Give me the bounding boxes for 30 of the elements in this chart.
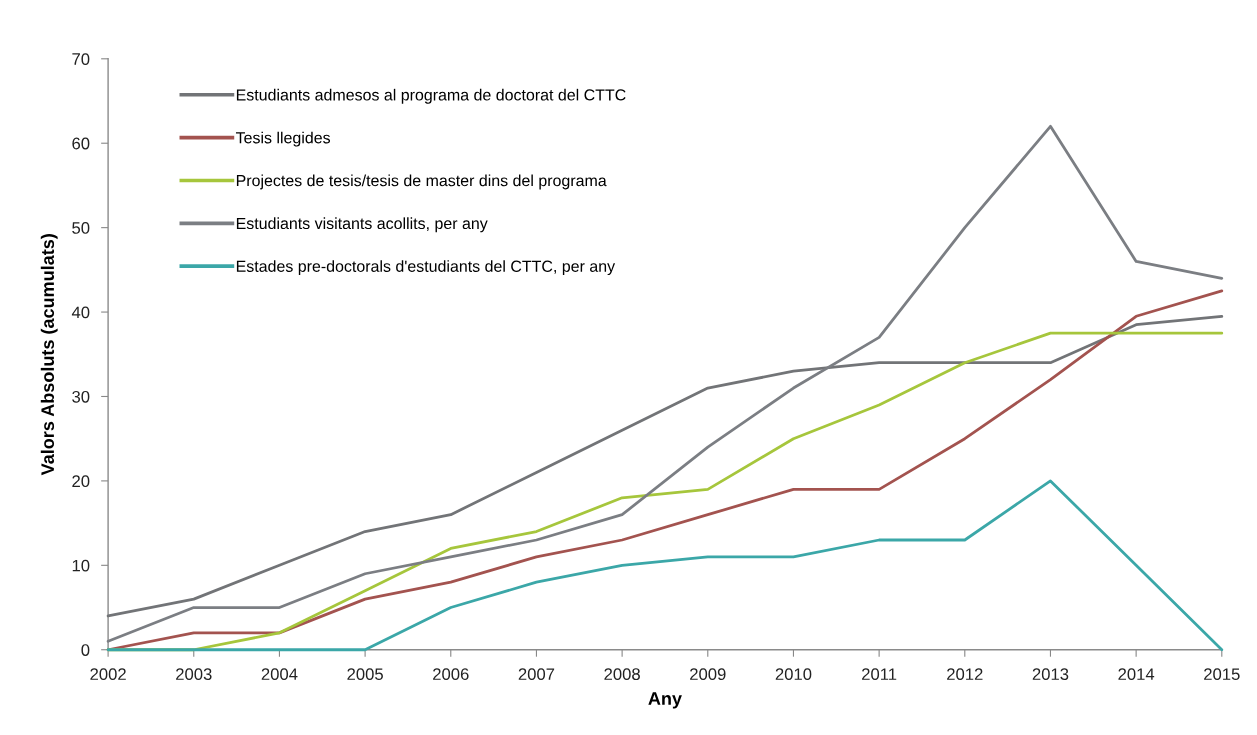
x-axis-title: Any bbox=[648, 692, 682, 709]
x-tick-label: 2005 bbox=[347, 668, 383, 681]
legend-label: Estudiants visitants acollits, per any bbox=[236, 217, 488, 233]
legend-label: Estudiants admesos al programa de doctorat del CTTC bbox=[236, 88, 626, 104]
x-tick-label: 2007 bbox=[518, 668, 555, 681]
y-tick-label: 0 bbox=[81, 644, 90, 656]
legend-label: Projectes de tesis/tesis de master dins del programa bbox=[236, 174, 607, 190]
x-tick-label: 2012 bbox=[947, 668, 983, 681]
x-tick-label: 2011 bbox=[862, 668, 897, 681]
x-tick-label: 2014 bbox=[1118, 668, 1155, 681]
y-axis-title: Valors Absoluts (acumulats) bbox=[40, 234, 58, 476]
y-tick-label: 70 bbox=[72, 53, 90, 65]
x-tick-label: 2010 bbox=[775, 668, 812, 681]
y-tick-label: 40 bbox=[71, 306, 90, 319]
x-tick-label: 2013 bbox=[1032, 668, 1069, 681]
y-tick-label: 30 bbox=[72, 390, 90, 403]
legend-label: Tesis llegides bbox=[235, 131, 331, 147]
x-tick-label: 2009 bbox=[690, 668, 726, 681]
y-tick-label: 50 bbox=[72, 222, 90, 234]
y-tick-label: 20 bbox=[72, 475, 90, 488]
legend-label: Estades pre-doctorals d'estudiants del CTTC, per any bbox=[236, 260, 616, 276]
y-tick-label: 60 bbox=[72, 137, 90, 150]
x-tick-label: 2006 bbox=[433, 668, 469, 681]
x-tick-label: 2015 bbox=[1204, 668, 1240, 681]
line-series bbox=[106, 124, 1224, 643]
x-tick-label: 2008 bbox=[604, 668, 640, 681]
x-tick-label: 2002 bbox=[90, 668, 126, 681]
x-tick-label: 2003 bbox=[176, 668, 212, 681]
x-tick-label: 2004 bbox=[261, 668, 298, 681]
y-tick-label: 10 bbox=[72, 559, 90, 572]
